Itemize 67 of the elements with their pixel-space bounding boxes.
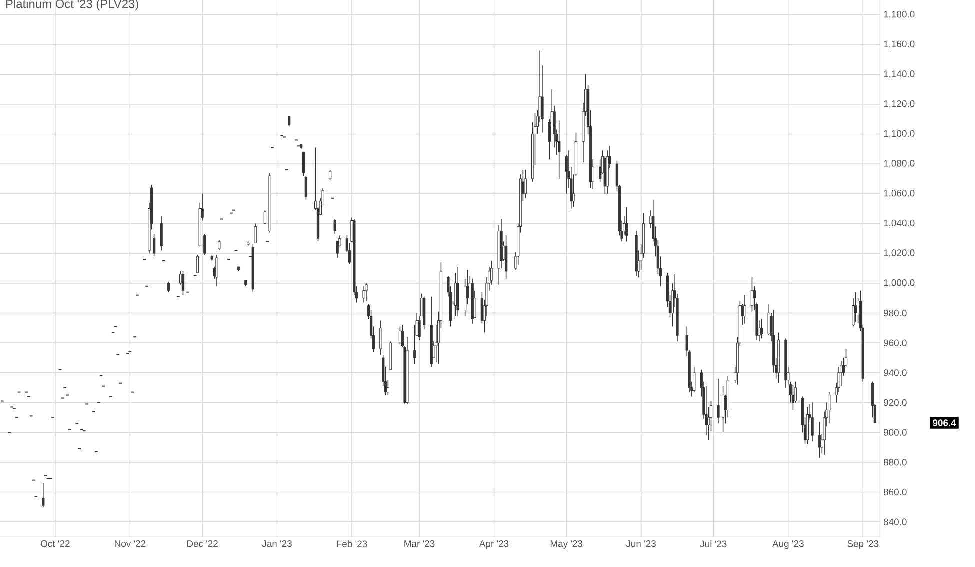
y-tick-label: 1,060.0 xyxy=(884,190,915,198)
candlestick xyxy=(304,176,308,200)
candlestick xyxy=(744,294,746,324)
y-tick-label: 1,120.0 xyxy=(884,100,915,108)
chart-title: Platinum Oct '23 (PLV23) xyxy=(6,0,138,11)
x-tick-label: Oct '22 xyxy=(41,540,70,548)
x-tick-label: Dec '22 xyxy=(187,540,218,548)
y-tick-label: 1,040.0 xyxy=(884,220,915,228)
candlestick xyxy=(722,386,725,433)
candlestick xyxy=(524,170,527,199)
y-tick-label: 860.0 xyxy=(884,488,907,496)
candlestick xyxy=(760,318,764,340)
candlestick xyxy=(558,120,561,180)
candlestick xyxy=(705,386,708,436)
candlestick xyxy=(380,320,382,356)
x-tick-label: Apr '23 xyxy=(479,540,509,550)
y-tick-label: 1,180.0 xyxy=(884,11,915,19)
candlestick xyxy=(182,271,185,296)
x-tick-label: Jul '23 xyxy=(700,540,727,548)
candlestick xyxy=(693,366,696,393)
candlestick xyxy=(254,223,257,244)
y-tick-label: 960.0 xyxy=(884,340,907,346)
x-tick-label: Mar '23 xyxy=(404,540,435,548)
y-tick-label: 840.0 xyxy=(884,518,907,526)
candlestick xyxy=(152,234,156,257)
candlestick xyxy=(854,292,858,323)
candlestick xyxy=(328,170,332,181)
candlestick xyxy=(288,116,291,128)
candlestick xyxy=(216,254,218,287)
y-tick-label: 1,100.0 xyxy=(884,130,915,138)
text: 906.4 xyxy=(933,420,956,426)
candlestick xyxy=(204,234,206,256)
candlestick xyxy=(362,286,366,304)
candlestick xyxy=(264,210,267,224)
candlestick xyxy=(160,216,163,251)
x-tick-label: Aug '23 xyxy=(772,540,804,550)
candlestick xyxy=(626,206,628,242)
y-tick-label: 1,020.0 xyxy=(884,250,915,258)
candlestick xyxy=(167,282,170,293)
candlestick xyxy=(413,324,416,364)
x-tick-label: Jun '23 xyxy=(626,540,656,548)
candlestick xyxy=(336,241,339,258)
y-tick-label: 920.0 xyxy=(884,399,907,406)
candlestick xyxy=(828,392,831,424)
candlestick xyxy=(365,283,368,302)
candlestick xyxy=(717,378,720,424)
y-tick-label: 880.0 xyxy=(884,459,907,466)
candlestick xyxy=(196,254,200,274)
x-tick-label: Feb '23 xyxy=(337,540,368,548)
candlestick xyxy=(811,402,814,442)
x-tick-label: Jan '23 xyxy=(262,540,292,548)
candlestick xyxy=(334,218,336,235)
candlestick xyxy=(42,482,45,508)
y-tick-label: 900.0 xyxy=(884,429,907,436)
y-tick-label: 940.0 xyxy=(884,370,907,376)
candlestick xyxy=(302,152,306,176)
y-tick-label: 1,140.0 xyxy=(884,70,915,78)
y-tick-label: 1,080.0 xyxy=(884,160,915,168)
y-tick-label: 1,000.0 xyxy=(884,280,915,288)
candlestick xyxy=(218,240,221,251)
x-tick-label: Sep '23 xyxy=(848,540,879,550)
x-tick-label: May '23 xyxy=(550,540,583,550)
candlestick xyxy=(386,380,390,396)
x-tick-label: Nov '22 xyxy=(115,540,146,548)
y-tick-label: 980.0 xyxy=(884,310,907,317)
candlestick xyxy=(565,154,568,194)
y-tick-label: 1,160.0 xyxy=(884,40,915,49)
